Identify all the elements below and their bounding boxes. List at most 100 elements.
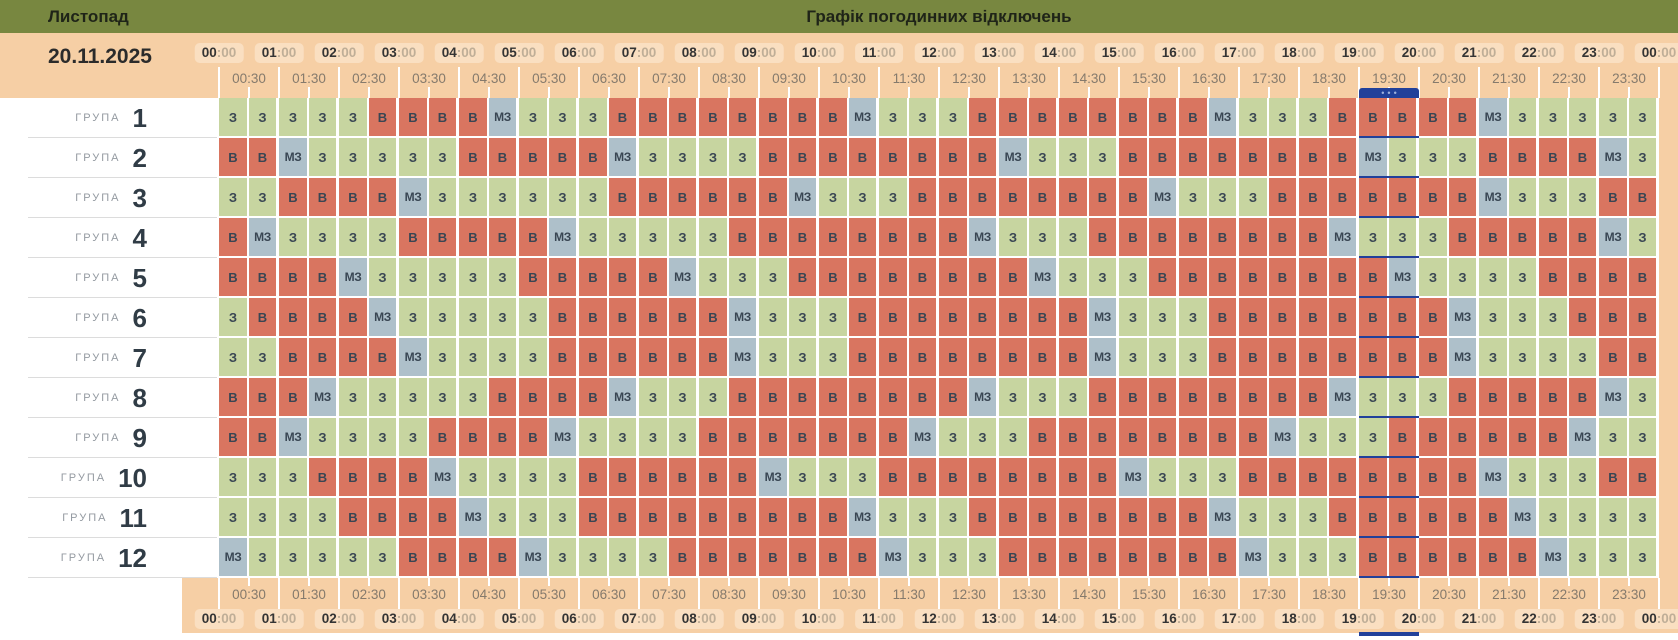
- schedule-cell: В: [219, 258, 249, 298]
- group-label: ГРУПА 3: [0, 178, 219, 218]
- schedule-cell: З: [249, 178, 279, 218]
- schedule-cell: В: [1479, 498, 1509, 538]
- schedule-cell: З: [1569, 98, 1599, 138]
- schedule-cell: З: [1629, 218, 1659, 258]
- schedule-cell: В: [1149, 538, 1179, 578]
- schedule-cell: З: [669, 418, 699, 458]
- hour-label: 08:00: [674, 609, 724, 629]
- half-hour-label: 16:30: [1192, 71, 1226, 86]
- schedule-cell: В: [1419, 98, 1449, 138]
- schedule-cell: В: [1269, 458, 1299, 498]
- half-hour-tick: [1628, 87, 1630, 98]
- schedule-cell: В: [939, 338, 969, 378]
- half-hour-label: 22:30: [1552, 71, 1586, 86]
- schedule-cell: З: [249, 458, 279, 498]
- schedule-cell: З: [1239, 498, 1269, 538]
- half-hour-tick: [248, 578, 250, 586]
- schedule-cell: В: [519, 138, 549, 178]
- schedule-cell: В: [1629, 258, 1659, 298]
- schedule-cell: МЗ: [1149, 178, 1179, 218]
- half-hour-tick: [368, 578, 370, 586]
- schedule-cell: З: [549, 498, 579, 538]
- schedule-cell: З: [819, 338, 849, 378]
- schedule-cell: В: [729, 498, 759, 538]
- schedule-cell: З: [759, 298, 789, 338]
- schedule-cell: З: [1149, 458, 1179, 498]
- half-hour-tick: [1568, 87, 1570, 98]
- hour-label: 09:00: [734, 43, 784, 63]
- schedule-cell: В: [1179, 538, 1209, 578]
- schedule-cell: З: [219, 178, 249, 218]
- hour-tick: [518, 578, 520, 610]
- schedule-cell: МЗ: [849, 498, 879, 538]
- schedule-cell: В: [579, 498, 609, 538]
- schedule-cell: МЗ: [1509, 498, 1539, 538]
- half-hour-tick: [1268, 578, 1270, 586]
- half-hour-tick: [1088, 578, 1090, 586]
- half-hour-tick: [1148, 578, 1150, 586]
- schedule-cell: В: [729, 538, 759, 578]
- schedule-cell: В: [429, 498, 459, 538]
- schedule-cell: З: [669, 378, 699, 418]
- schedule-cell: З: [669, 218, 699, 258]
- schedule-cell: В: [489, 138, 519, 178]
- hour-tick: [1358, 578, 1360, 610]
- schedule-cell: В: [699, 418, 729, 458]
- current-time-row-line: [1359, 576, 1419, 578]
- schedule-cell: МЗ: [1599, 138, 1629, 178]
- hour-label: 19:00: [1334, 609, 1384, 629]
- schedule-cell: В: [999, 258, 1029, 298]
- schedule-cell: В: [999, 538, 1029, 578]
- schedule-cell: МЗ: [309, 378, 339, 418]
- half-hour-label: 12:30: [952, 71, 986, 86]
- schedule-cell: В: [1419, 338, 1449, 378]
- schedule-cell: В: [1239, 378, 1269, 418]
- hour-tick: [1478, 578, 1480, 610]
- schedule-cell: В: [459, 418, 489, 458]
- schedule-cell: В: [1209, 378, 1239, 418]
- schedule-cell: В: [1179, 258, 1209, 298]
- schedule-cell: З: [1509, 298, 1539, 338]
- schedule-cell: В: [969, 458, 999, 498]
- schedule-cell: МЗ: [1089, 338, 1119, 378]
- schedule-cell: В: [849, 538, 879, 578]
- schedule-cell: В: [1359, 538, 1389, 578]
- schedule-cell: В: [1119, 418, 1149, 458]
- schedule-cell: З: [849, 458, 879, 498]
- group-label-text: ГРУПА: [75, 392, 121, 404]
- schedule-cell: МЗ: [1539, 538, 1569, 578]
- half-hour-label: 06:30: [592, 71, 626, 86]
- schedule-cell: З: [1509, 458, 1539, 498]
- schedule-cell: В: [1389, 458, 1419, 498]
- schedule-cell: З: [1539, 498, 1569, 538]
- schedule-grid: ГРУПА 1 З З З З З В В В В МЗ З З З В В В В В В В В МЗ З З З В В В В В В В…: [0, 98, 1659, 578]
- schedule-cell: В: [1389, 498, 1419, 538]
- schedule-cell: В: [1569, 258, 1599, 298]
- half-hour-label: 20:30: [1432, 587, 1466, 602]
- schedule-cell: МЗ: [879, 538, 909, 578]
- half-hour-label: 02:30: [352, 71, 386, 86]
- half-hour-label: 03:30: [412, 587, 446, 602]
- schedule-cell: В: [459, 138, 489, 178]
- schedule-cell: З: [729, 258, 759, 298]
- schedule-cell: В: [1239, 258, 1269, 298]
- schedule-cell: В: [909, 138, 939, 178]
- hour-tick: [998, 67, 1000, 98]
- schedule-cell: МЗ: [609, 378, 639, 418]
- schedule-cell: В: [939, 138, 969, 178]
- schedule-cell: З: [1179, 178, 1209, 218]
- schedule-cell: В: [399, 498, 429, 538]
- schedule-cell: З: [609, 218, 639, 258]
- schedule-cell: МЗ: [339, 258, 369, 298]
- schedule-cell: В: [1449, 458, 1479, 498]
- schedule-cell: В: [1239, 418, 1269, 458]
- schedule-cell: В: [879, 338, 909, 378]
- schedule-cell: В: [1179, 378, 1209, 418]
- schedule-cell: В: [1329, 258, 1359, 298]
- schedule-cell: В: [219, 138, 249, 178]
- schedule-cell: З: [279, 498, 309, 538]
- half-hour-label: 14:30: [1072, 587, 1106, 602]
- group-number: 7: [132, 342, 147, 373]
- hour-tick: [218, 578, 220, 610]
- schedule-cell: В: [999, 98, 1029, 138]
